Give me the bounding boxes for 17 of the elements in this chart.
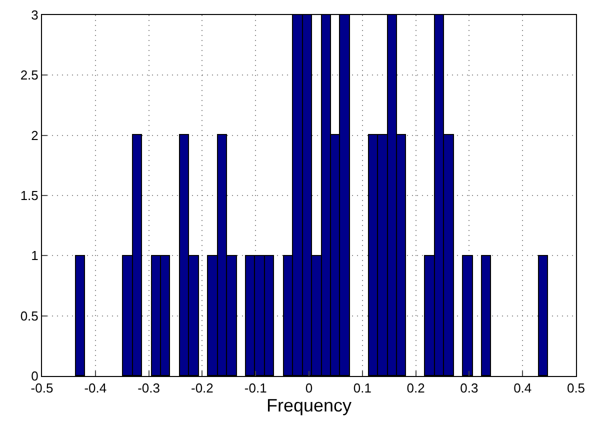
y-tick-label: 0.5: [20, 308, 38, 324]
x-tick-label: 0.1: [353, 380, 372, 396]
y-tick-label: 2: [31, 128, 38, 143]
x-tick-label: -0.1: [244, 380, 267, 396]
y-tick-label: 1: [31, 248, 38, 264]
x-tick-label: 0.4: [514, 380, 532, 396]
x-tick-label: 0: [305, 380, 313, 396]
x-axis-title: Frequency: [266, 396, 352, 416]
x-tick-label: -0.4: [84, 380, 107, 396]
y-tick-label: 1.5: [20, 188, 38, 204]
x-tick-label: -0.2: [190, 380, 214, 396]
y-tick-label: 2.5: [20, 68, 38, 83]
x-tick-label: 0.5: [566, 380, 586, 396]
x-tick-label: 0.2: [406, 380, 425, 396]
x-tick-label: 0.3: [460, 380, 478, 396]
y-tick-label: 3: [31, 8, 38, 23]
x-tick-label: -0.3: [138, 380, 160, 396]
